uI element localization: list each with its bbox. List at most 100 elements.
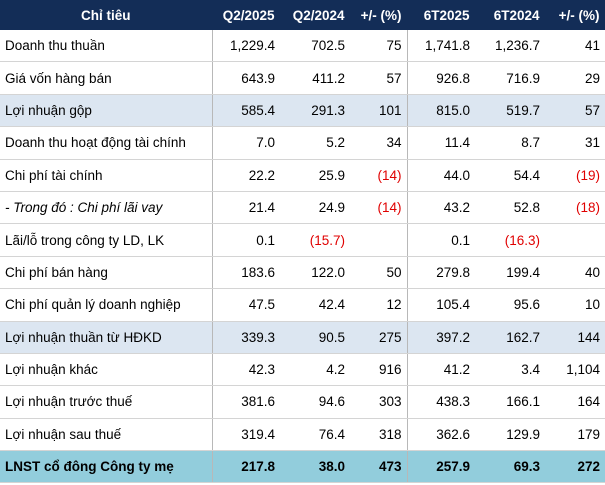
header-cell: Chỉ tiêu [0, 0, 213, 30]
value-cell: 217.8 [212, 450, 280, 484]
table-row: - Trong đó : Chi phí lãi vay 21.4 24.9 (14)… [0, 191, 605, 225]
header-row: Chỉ tiêu Q2/2025 Q2/2024 +/- (%) 6T2025 6T202… [0, 0, 605, 30]
value-cell: 144 [545, 321, 605, 354]
row-label: Giá vốn hàng bán [0, 61, 213, 95]
value-cell: 585.4 [212, 94, 280, 128]
value-cell: 1,104 [545, 353, 605, 387]
value-cell: (18) [545, 191, 605, 225]
value-cell: 12 [350, 288, 408, 322]
value-cell: 31 [545, 126, 605, 160]
row-label: - Trong đó : Chi phí lãi vay [0, 191, 213, 225]
value-cell: 815.0 [407, 94, 475, 128]
value-cell: 519.7 [475, 94, 545, 128]
value-cell: 411.2 [280, 61, 350, 95]
value-cell: 199.4 [475, 256, 545, 290]
value-cell [350, 223, 408, 257]
value-cell: 166.1 [475, 385, 545, 419]
value-cell: 101 [350, 94, 408, 128]
value-cell: 52.8 [475, 191, 545, 225]
row-label: Lãi/lỗ trong công ty LD, LK [0, 223, 213, 257]
row-label: Lợi nhuận trước thuế [0, 385, 213, 419]
row-label: Chi phí bán hàng [0, 256, 213, 290]
value-cell: 54.4 [475, 159, 545, 192]
value-cell: 3.4 [475, 353, 545, 387]
row-label: Doanh thu thuần [0, 30, 213, 63]
value-cell: 44.0 [407, 159, 475, 192]
value-cell: 473 [350, 450, 408, 484]
table-body: Doanh thu thuần 1,229.4 702.5 75 1,741.8 1,23… [0, 30, 605, 484]
value-cell: 22.2 [212, 159, 280, 192]
value-cell: 40 [545, 256, 605, 290]
value-cell: 21.4 [212, 191, 280, 225]
value-cell: 75 [350, 30, 408, 63]
value-cell: 57 [350, 61, 408, 95]
table-row: Lợi nhuận trước thuế 381.6 94.6 303 438.3 166… [0, 385, 605, 419]
value-cell: 183.6 [212, 256, 280, 290]
row-label: Doanh thu hoạt động tài chính [0, 126, 213, 160]
table-row: Giá vốn hàng bán 643.9 411.2 57 926.8 716.9 29 [0, 61, 605, 95]
value-cell: 339.3 [212, 321, 280, 354]
value-cell: 41 [545, 30, 605, 63]
header-cell: +/- (%) [545, 0, 605, 30]
value-cell: 162.7 [475, 321, 545, 354]
value-cell: 47.5 [212, 288, 280, 322]
value-cell: 319.4 [212, 418, 280, 452]
table-row: Lợi nhuận khác 42.3 4.2 916 41.2 3.4 1,104 [0, 353, 605, 387]
value-cell: 1,741.8 [407, 30, 475, 63]
value-cell: 702.5 [280, 30, 350, 63]
value-cell: 129.9 [475, 418, 545, 452]
value-cell: 318 [350, 418, 408, 452]
value-cell: 34 [350, 126, 408, 160]
value-cell: 24.9 [280, 191, 350, 225]
table-row: Chi phí tài chính 22.2 25.9 (14) 44.0 54.4 (19… [0, 159, 605, 192]
value-cell: 76.4 [280, 418, 350, 452]
value-cell: 42.4 [280, 288, 350, 322]
value-cell: (16.3) [475, 223, 545, 257]
value-cell: 275 [350, 321, 408, 354]
row-label: Chi phí tài chính [0, 159, 213, 192]
header-cell: Q2/2025 [212, 0, 281, 30]
value-cell: 10 [545, 288, 605, 322]
table-row: Lợi nhuận thuần từ HĐKD 339.3 90.5 275 397.2… [0, 321, 605, 354]
value-cell: (14) [350, 191, 408, 225]
header-cell: 6T2024 [475, 0, 546, 30]
table-row: Chi phí bán hàng 183.6 122.0 50 279.8 199.4 40 [0, 256, 605, 290]
value-cell: 105.4 [407, 288, 475, 322]
value-cell: 5.2 [280, 126, 350, 160]
value-cell: 164 [545, 385, 605, 419]
value-cell: 179 [545, 418, 605, 452]
table-row: Lãi/lỗ trong công ty LD, LK 0.1 (15.7) 0.1(… [0, 223, 605, 257]
value-cell: 57 [545, 94, 605, 128]
value-cell: 926.8 [407, 61, 475, 95]
value-cell: 122.0 [280, 256, 350, 290]
value-cell: 257.9 [407, 450, 475, 484]
value-cell: (14) [350, 159, 408, 192]
value-cell: 7.0 [212, 126, 280, 160]
row-label: Chi phí quản lý doanh nghiệp [0, 288, 213, 322]
table-row: Doanh thu thuần 1,229.4 702.5 75 1,741.8 1,23… [0, 30, 605, 63]
value-cell: 362.6 [407, 418, 475, 452]
table-row: LNST cổ đông Công ty mẹ 217.8 38.0 473 257.9… [0, 450, 605, 484]
value-cell: 90.5 [280, 321, 350, 354]
value-cell [545, 223, 605, 257]
value-cell: 41.2 [407, 353, 475, 387]
value-cell: 11.4 [407, 126, 475, 160]
value-cell: 397.2 [407, 321, 475, 354]
value-cell: 42.3 [212, 353, 280, 387]
table-row: Chi phí quản lý doanh nghiệp 47.5 42.4 12 10… [0, 288, 605, 322]
value-cell: 43.2 [407, 191, 475, 225]
value-cell: 291.3 [280, 94, 350, 128]
value-cell: 0.1 [212, 223, 280, 257]
value-cell: 272 [545, 450, 605, 484]
value-cell: 1,229.4 [212, 30, 280, 63]
value-cell: 8.7 [475, 126, 545, 160]
value-cell: 438.3 [407, 385, 475, 419]
value-cell: 1,236.7 [475, 30, 545, 63]
value-cell: 4.2 [280, 353, 350, 387]
row-label: Lợi nhuận khác [0, 353, 213, 387]
value-cell: 279.8 [407, 256, 475, 290]
value-cell: (15.7) [280, 223, 350, 257]
value-cell: 95.6 [475, 288, 545, 322]
